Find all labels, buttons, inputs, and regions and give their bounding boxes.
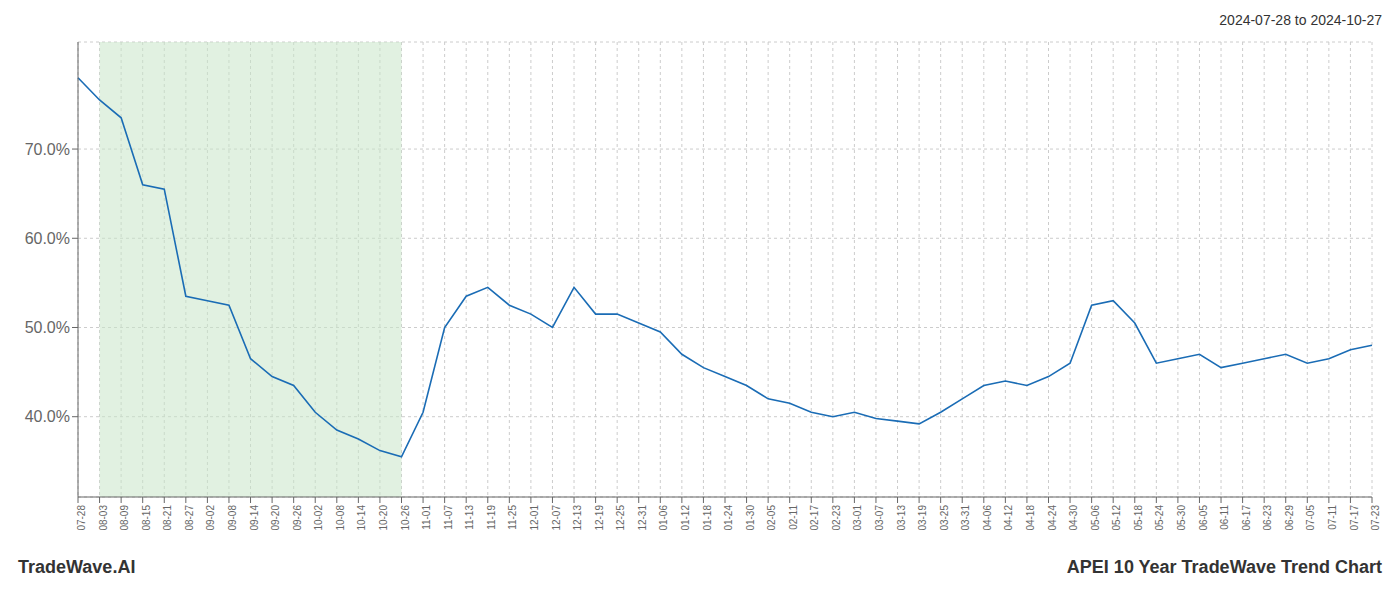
svg-text:01-30: 01-30 xyxy=(745,505,756,531)
svg-text:10-26: 10-26 xyxy=(400,505,411,531)
svg-text:08-03: 08-03 xyxy=(98,505,109,531)
svg-text:11-25: 11-25 xyxy=(507,505,518,530)
svg-text:08-27: 08-27 xyxy=(184,505,195,531)
svg-text:11-13: 11-13 xyxy=(464,505,475,530)
svg-text:09-08: 09-08 xyxy=(227,505,238,531)
svg-text:07-23: 07-23 xyxy=(1370,505,1381,531)
html-text:APEI 10 Year TradeWave Trend C: APEI 10 Year TradeWave Trend Chart xyxy=(1066,556,1382,577)
html-text:2024-07-28 to 2024-10-27: 2024-07-28 to 2024-10-27 xyxy=(1219,12,1382,28)
svg-text:05-30: 05-30 xyxy=(1176,505,1187,531)
svg-text:50.0%: 50.0% xyxy=(25,319,70,336)
svg-text:04-12: 04-12 xyxy=(1003,505,1014,531)
svg-text:10-08: 10-08 xyxy=(335,505,346,531)
svg-text:07-17: 07-17 xyxy=(1349,505,1360,531)
svg-text:03-19: 03-19 xyxy=(917,505,928,531)
svg-text:11-19: 11-19 xyxy=(486,505,497,530)
svg-text:06-29: 06-29 xyxy=(1284,505,1295,531)
svg-text:01-18: 01-18 xyxy=(702,505,713,531)
svg-text:03-13: 03-13 xyxy=(896,505,907,531)
svg-text:70.0%: 70.0% xyxy=(25,141,70,158)
svg-text:11-01: 11-01 xyxy=(421,505,432,530)
svg-text:08-09: 08-09 xyxy=(119,505,130,531)
svg-text:40.0%: 40.0% xyxy=(25,408,70,425)
svg-text:08-15: 08-15 xyxy=(141,505,152,531)
svg-text:09-20: 09-20 xyxy=(270,505,281,531)
svg-text:03-31: 03-31 xyxy=(960,505,971,531)
svg-text:05-12: 05-12 xyxy=(1111,505,1122,531)
svg-text:09-02: 09-02 xyxy=(206,505,217,531)
svg-text:10-14: 10-14 xyxy=(356,505,367,531)
svg-text:07-05: 07-05 xyxy=(1305,505,1316,531)
svg-text:02-11: 02-11 xyxy=(788,505,799,530)
svg-text:01-06: 01-06 xyxy=(658,505,669,531)
svg-text:07-11: 07-11 xyxy=(1327,505,1338,530)
svg-text:03-07: 03-07 xyxy=(874,505,885,531)
svg-text:04-30: 04-30 xyxy=(1068,505,1079,531)
svg-text:03-01: 03-01 xyxy=(853,505,864,531)
svg-text:60.0%: 60.0% xyxy=(25,230,70,247)
svg-text:01-12: 01-12 xyxy=(680,505,691,531)
svg-text:01-24: 01-24 xyxy=(723,505,734,531)
svg-text:05-06: 05-06 xyxy=(1090,505,1101,531)
svg-text:06-23: 06-23 xyxy=(1262,505,1273,531)
svg-text:02-23: 02-23 xyxy=(831,505,842,531)
svg-text:10-02: 10-02 xyxy=(313,505,324,531)
svg-text:04-18: 04-18 xyxy=(1025,505,1036,531)
svg-text:08-21: 08-21 xyxy=(162,505,173,531)
svg-text:12-01: 12-01 xyxy=(529,505,540,531)
svg-text:10-20: 10-20 xyxy=(378,505,389,531)
svg-text:04-06: 04-06 xyxy=(982,505,993,531)
svg-text:12-07: 12-07 xyxy=(551,505,562,531)
svg-text:05-18: 05-18 xyxy=(1133,505,1144,531)
svg-text:04-24: 04-24 xyxy=(1047,505,1058,531)
svg-text:02-17: 02-17 xyxy=(809,505,820,531)
svg-text:06-17: 06-17 xyxy=(1241,505,1252,531)
svg-text:03-25: 03-25 xyxy=(939,505,950,531)
svg-text:12-13: 12-13 xyxy=(572,505,583,531)
svg-text:12-31: 12-31 xyxy=(637,505,648,531)
svg-text:06-11: 06-11 xyxy=(1219,505,1230,530)
svg-text:09-26: 09-26 xyxy=(292,505,303,531)
html-text:TradeWave.AI: TradeWave.AI xyxy=(18,556,136,577)
svg-text:05-24: 05-24 xyxy=(1154,505,1165,531)
svg-text:12-25: 12-25 xyxy=(615,505,626,531)
svg-text:07-28: 07-28 xyxy=(76,505,87,531)
svg-text:06-05: 06-05 xyxy=(1198,505,1209,531)
svg-text:02-05: 02-05 xyxy=(766,505,777,531)
svg-text:11-07: 11-07 xyxy=(443,505,454,530)
svg-text:12-19: 12-19 xyxy=(594,505,605,531)
svg-text:09-14: 09-14 xyxy=(249,505,260,531)
